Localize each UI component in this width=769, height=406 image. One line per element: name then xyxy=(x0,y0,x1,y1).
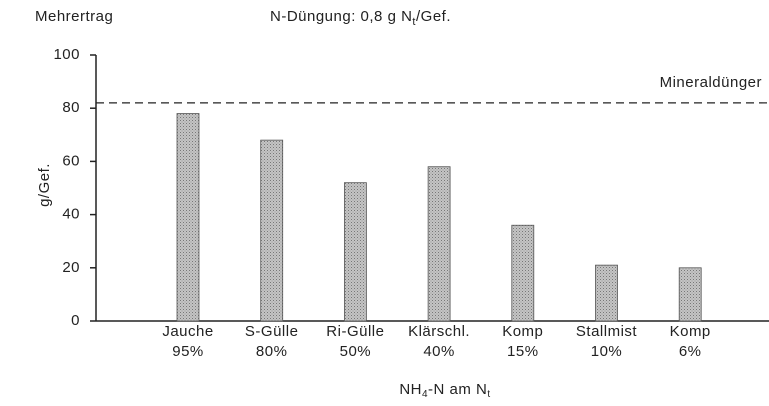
x-tick-sublabel: 80% xyxy=(256,343,288,360)
bar xyxy=(511,224,535,322)
x-tick-sublabel: 15% xyxy=(507,343,539,360)
x-tick-label: Komp xyxy=(502,323,543,340)
x-tick-label: Komp xyxy=(670,323,711,340)
reference-label: Mineraldünger xyxy=(660,74,762,91)
bar xyxy=(260,139,284,322)
x-tick-sublabel: 6% xyxy=(679,343,702,360)
x-tick-sublabel: 10% xyxy=(591,343,623,360)
bar xyxy=(343,182,367,322)
y-tick-label: 0 xyxy=(71,312,80,329)
y-tick-label: 60 xyxy=(62,152,80,169)
x-tick-sublabel: 50% xyxy=(340,343,372,360)
bar xyxy=(427,166,451,322)
x-axis-label: NH4-N am Nt xyxy=(399,381,490,400)
x-tick-label: S-Gülle xyxy=(245,323,299,340)
y-tick-label: 40 xyxy=(62,206,80,223)
x-tick-sublabel: 40% xyxy=(423,343,455,360)
y-tick-label: 20 xyxy=(62,259,80,276)
y-tick-label: 100 xyxy=(53,46,80,63)
chart-title: N-Düngung: 0,8 g Nt/Gef. xyxy=(270,8,451,28)
x-tick-label: Klärschl. xyxy=(408,323,470,340)
y-tick-label: 80 xyxy=(62,99,80,116)
x-tick-label: Jauche xyxy=(162,323,213,340)
y-axis-label: g/Gef. xyxy=(36,163,53,207)
x-tick-sublabel: 95% xyxy=(172,343,204,360)
x-tick-label: Ri-Gülle xyxy=(326,323,384,340)
bar xyxy=(176,113,200,322)
y-title: Mehrertrag xyxy=(35,8,113,25)
bar xyxy=(678,267,702,322)
x-tick-label: Stallmist xyxy=(576,323,638,340)
bar xyxy=(595,264,618,322)
